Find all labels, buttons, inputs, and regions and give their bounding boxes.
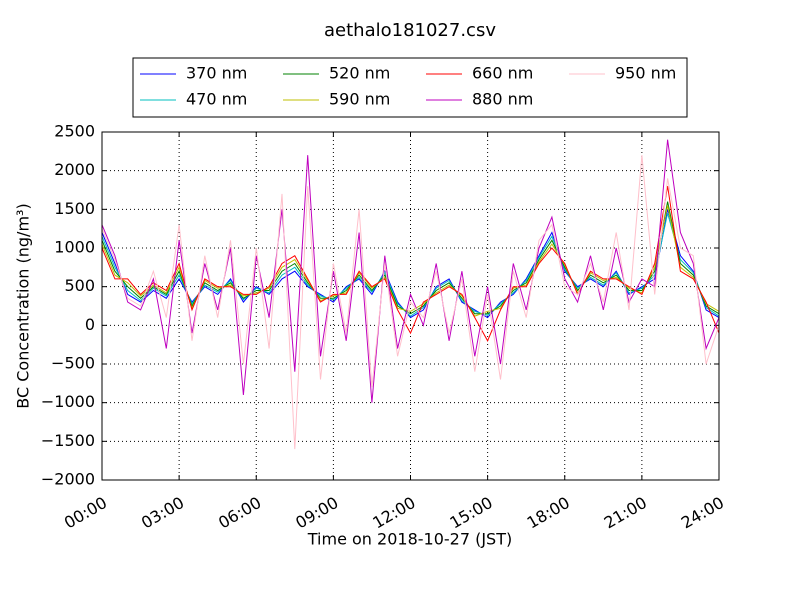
series-line — [101, 209, 720, 319]
legend-label: 950 nm — [615, 64, 676, 83]
plot-frame — [101, 131, 720, 481]
x-tick-label: 15:00 — [446, 493, 495, 533]
x-tick-label: 09:00 — [292, 493, 341, 533]
x-tick-label: 18:00 — [524, 493, 573, 533]
legend-label: 590 nm — [329, 90, 390, 109]
x-tick-label: 12:00 — [369, 493, 418, 533]
series-line — [101, 155, 720, 450]
series-line — [101, 139, 720, 403]
series-line — [101, 201, 720, 315]
legend-label: 660 nm — [472, 64, 533, 83]
legend-label: 520 nm — [329, 64, 390, 83]
series-line — [101, 205, 720, 317]
y-tick-label: 2000 — [54, 160, 95, 179]
x-tick-label: 03:00 — [138, 493, 187, 533]
legend-label: 370 nm — [186, 64, 247, 83]
legend-box — [132, 57, 688, 118]
series-line — [101, 213, 720, 317]
y-tick-label: −2000 — [41, 470, 95, 489]
y-tick-label: 1000 — [54, 238, 95, 257]
y-tick-label: 2500 — [54, 122, 95, 141]
y-tick-label: −1500 — [41, 431, 95, 450]
y-tick-label: −500 — [51, 354, 95, 373]
x-axis-label: Time on 2018-10-27 (JST) — [307, 530, 512, 549]
chart-title: aethalo181027.csv — [324, 20, 496, 41]
y-axis-label: BC Concentration (ng/m³) — [14, 203, 33, 408]
x-tick-label: 21:00 — [601, 493, 650, 533]
legend-label: 470 nm — [186, 90, 247, 109]
y-tick-label: −1000 — [41, 392, 95, 411]
y-tick-label: 0 — [85, 315, 95, 334]
y-tick-label: 1500 — [54, 199, 95, 218]
series-line — [101, 186, 720, 342]
x-tick-label: 06:00 — [215, 493, 264, 533]
x-tick-label: 24:00 — [678, 493, 727, 533]
x-tick-label: 00:00 — [61, 493, 110, 533]
legend-label: 880 nm — [472, 90, 533, 109]
y-tick-label: 500 — [64, 276, 95, 295]
